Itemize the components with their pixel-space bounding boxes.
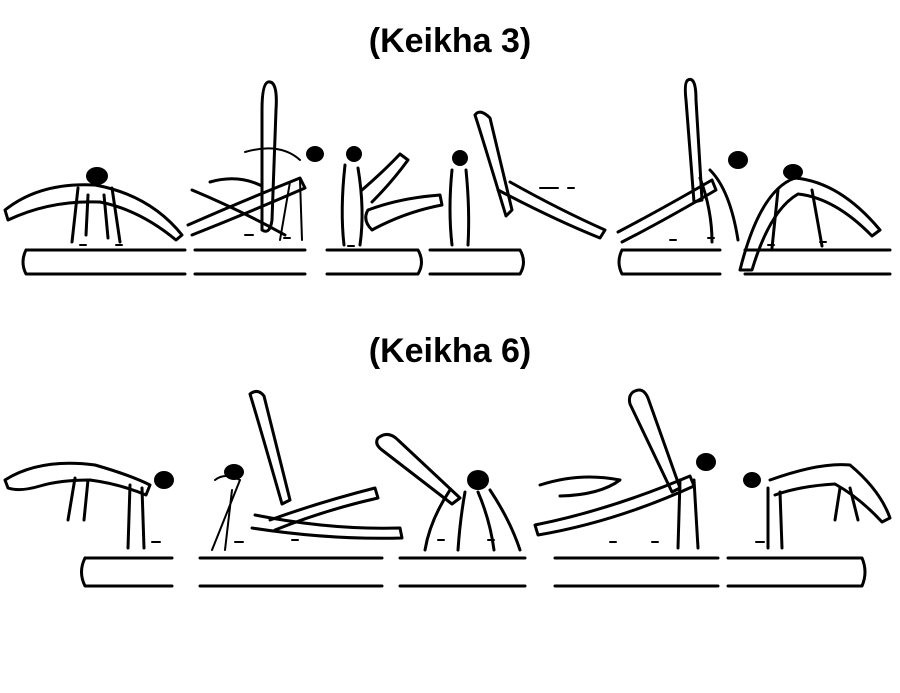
gymnast-figure [340, 146, 444, 247]
gymnast-figure [616, 77, 748, 244]
gymnast-figure [448, 110, 607, 247]
gymnast-figure [533, 388, 716, 550]
keikha-3-illustration-strip [3, 77, 892, 276]
horse-segment [428, 248, 525, 276]
sequence-title-keikha-6: (Keikha 6) [368, 332, 532, 370]
gymnast-figure [743, 463, 892, 550]
gymnast-figure [211, 389, 404, 551]
horse-segment [743, 248, 892, 276]
gymnast-figure [375, 433, 522, 552]
horse-segment [398, 556, 527, 588]
horse-segment [198, 556, 384, 588]
horse-segment [617, 248, 722, 276]
horse-segment [21, 248, 187, 276]
keikha-6-illustration-strip [3, 388, 892, 588]
sequence-title-keikha-3: (Keikha 3) [368, 22, 532, 60]
pommel-horse-segments [80, 556, 867, 588]
gymnast-figure [3, 461, 174, 550]
horse-segment [726, 556, 867, 588]
pommel-horse-segments [21, 248, 892, 276]
horse-segment [325, 248, 423, 276]
gymnast-figure [3, 167, 184, 246]
horse-segment [193, 248, 307, 276]
horse-segment [80, 556, 174, 588]
gymnast-figure [738, 164, 882, 272]
horse-segment [553, 556, 720, 588]
gymnast-figure [186, 80, 324, 241]
